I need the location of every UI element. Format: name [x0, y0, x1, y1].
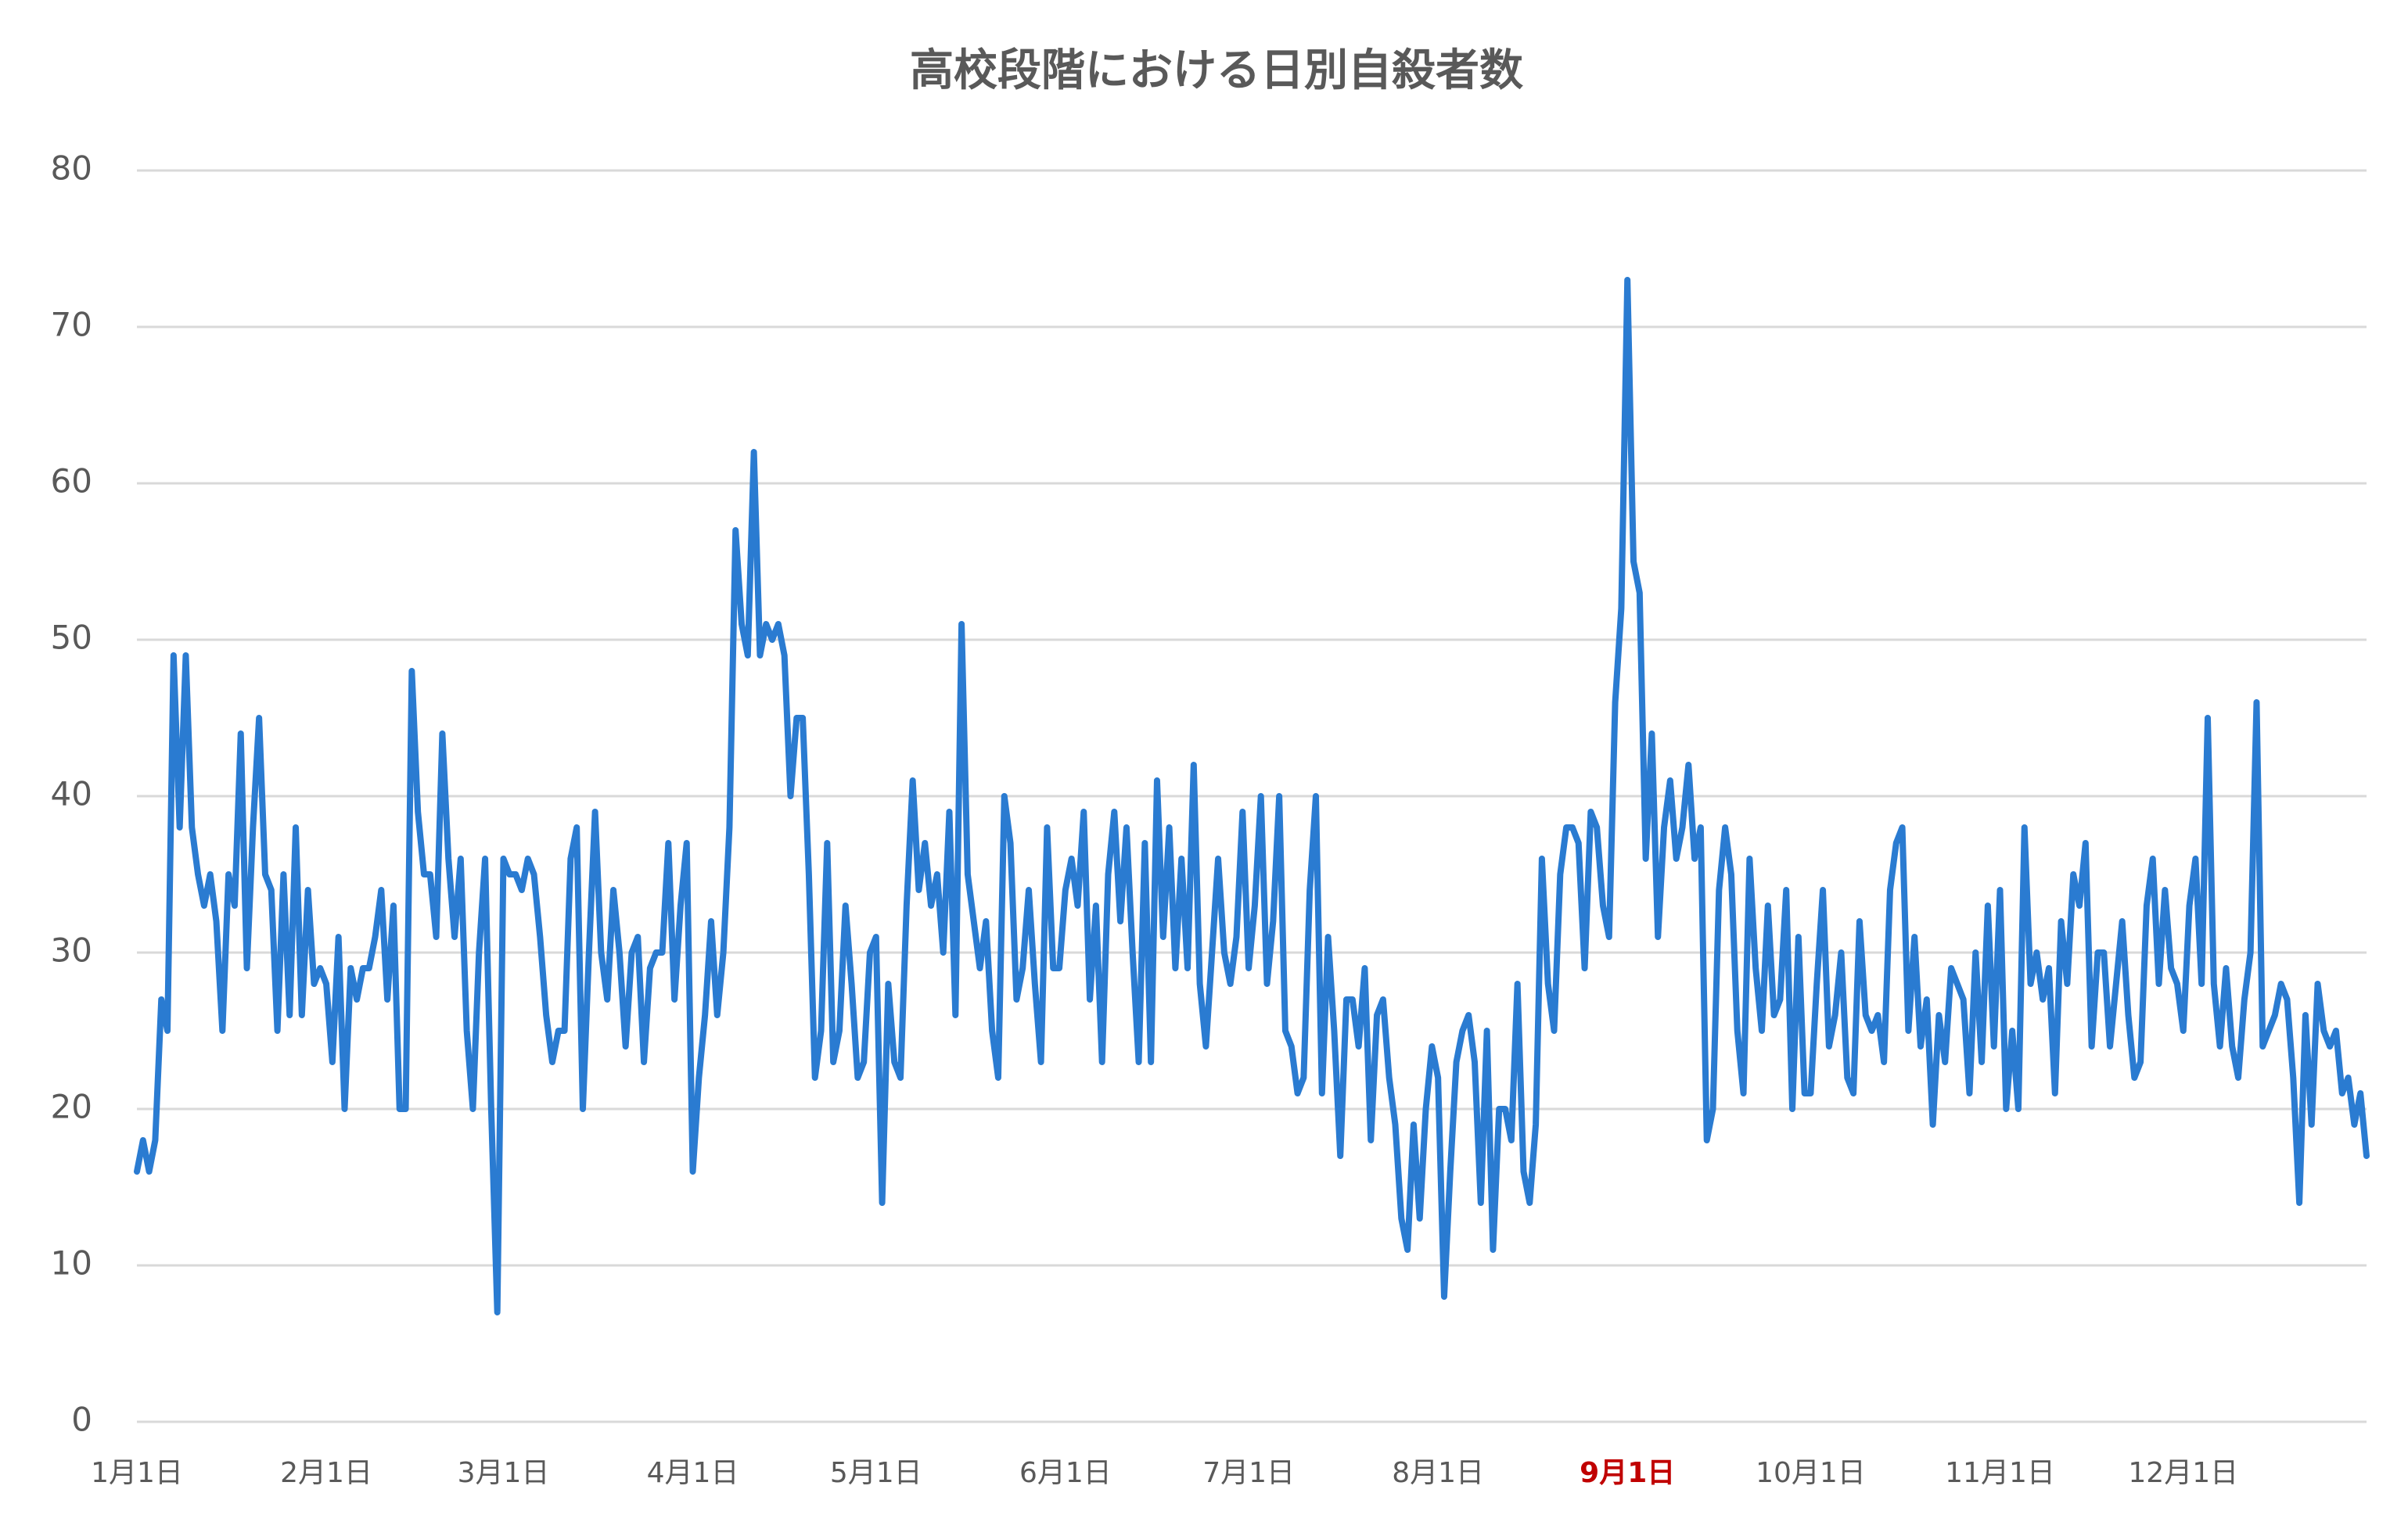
x-tick-label: 3月1日: [458, 1457, 550, 1489]
y-tick-label: 40: [51, 775, 92, 813]
y-tick-label: 60: [51, 462, 92, 501]
x-tick-label: 9月1日: [1580, 1457, 1675, 1489]
y-tick-label: 20: [51, 1088, 92, 1126]
data-line: [134, 277, 2370, 1315]
x-tick-label: 7月1日: [1202, 1457, 1295, 1489]
y-tick-label: 0: [71, 1401, 92, 1439]
x-tick-label: 8月1日: [1392, 1457, 1484, 1489]
x-tick-label: 1月1日: [91, 1457, 183, 1489]
chart-title: 高校段階における日別自殺者数: [910, 45, 1523, 96]
x-tick-label: 2月1日: [280, 1457, 372, 1489]
x-tick-label: 6月1日: [1019, 1457, 1112, 1489]
y-tick-label: 30: [51, 931, 92, 970]
x-tick-label: 12月1日: [2128, 1457, 2238, 1489]
x-tick-label: 10月1日: [1756, 1457, 1866, 1489]
y-tick-label: 50: [51, 619, 92, 657]
x-tick-label: 5月1日: [830, 1457, 922, 1489]
x-tick-label: 11月1日: [1945, 1457, 2055, 1489]
y-tick-label: 80: [51, 149, 92, 188]
y-tick-label: 10: [51, 1244, 92, 1283]
x-tick-label: 4月1日: [647, 1457, 739, 1489]
y-tick-label: 70: [51, 306, 92, 344]
